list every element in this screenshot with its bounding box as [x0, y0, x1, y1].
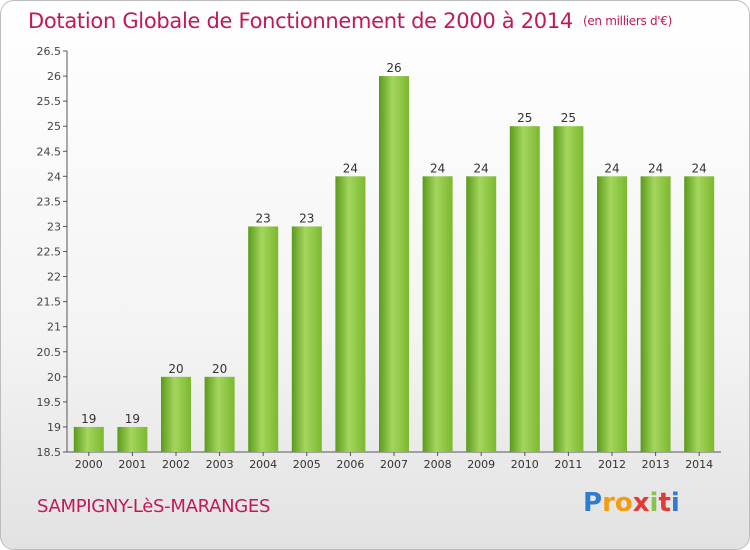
x-tick-label: 2008	[424, 458, 452, 471]
logo-letter: x	[632, 488, 650, 518]
bar	[509, 126, 540, 452]
bar-value-label: 23	[299, 211, 314, 225]
y-tick-label: 20	[47, 371, 61, 384]
bar-value-label: 25	[517, 111, 532, 125]
logo-letter: t	[658, 488, 671, 518]
x-tick-label: 2014	[685, 458, 713, 471]
commune-name: SAMPIGNY-LèS-MARANGES	[37, 496, 271, 517]
x-tick-label: 2001	[118, 458, 146, 471]
chart-subtitle: (en milliers d'€)	[582, 14, 672, 28]
x-tick-label: 2010	[511, 458, 539, 471]
y-tick-label: 25.5	[37, 95, 62, 108]
bar	[684, 176, 715, 452]
y-tick-label: 22	[47, 271, 61, 284]
y-tick-label: 19	[47, 421, 61, 434]
x-tick-label: 2002	[162, 458, 190, 471]
chart-title-text: Dotation Globale de Fonctionnement de 20…	[28, 9, 573, 33]
bar-value-label: 19	[125, 412, 140, 426]
x-tick-label: 2012	[598, 458, 626, 471]
bar	[73, 426, 104, 452]
bar	[466, 176, 497, 452]
bar-value-label: 24	[692, 161, 707, 175]
x-tick-label: 2011	[554, 458, 582, 471]
y-tick-label: 22.5	[37, 246, 62, 259]
x-tick-label: 2005	[293, 458, 321, 471]
bar	[161, 376, 191, 452]
y-tick-label: 25	[47, 120, 61, 133]
proxiti-logo: Proxiti	[583, 488, 680, 518]
y-tick-label: 19.5	[37, 396, 62, 409]
bar-value-label: 24	[430, 161, 445, 175]
x-tick-label: 2007	[380, 458, 408, 471]
bar	[422, 176, 453, 452]
y-tick-label: 18.5	[37, 446, 62, 459]
bar	[204, 376, 235, 452]
bar-value-label: 25	[561, 111, 576, 125]
bar-value-label: 23	[256, 211, 271, 225]
bar-value-label: 20	[212, 362, 227, 376]
chart-title: Dotation Globale de Fonctionnement de 20…	[28, 9, 672, 33]
bar-value-label: 20	[168, 362, 183, 376]
x-tick-label: 2009	[467, 458, 495, 471]
x-tick-label: 2003	[206, 458, 234, 471]
bar	[553, 126, 584, 452]
bar	[640, 176, 671, 452]
bar	[335, 176, 366, 452]
x-tick-label: 2006	[336, 458, 364, 471]
y-tick-label: 26.5	[37, 45, 62, 58]
y-tick-label: 21	[47, 321, 61, 334]
logo-letter: r	[602, 488, 615, 518]
bar	[248, 226, 279, 452]
bar-value-label: 19	[81, 412, 96, 426]
x-tick-label: 2004	[249, 458, 277, 471]
y-tick-label: 24.5	[37, 145, 62, 158]
y-tick-label: 21.5	[37, 296, 62, 309]
logo-letter: P	[583, 488, 603, 518]
x-tick-label: 2013	[642, 458, 670, 471]
bar	[597, 176, 627, 452]
logo-letter: o	[614, 488, 633, 518]
y-tick-label: 23.5	[37, 195, 62, 208]
y-tick-label: 23	[47, 220, 61, 233]
bar-value-label: 24	[604, 161, 619, 175]
y-tick-label: 24	[47, 170, 61, 183]
bar-value-label: 24	[343, 161, 358, 175]
y-tick-label: 20.5	[37, 346, 62, 359]
bar	[117, 426, 148, 452]
bar-value-label: 24	[648, 161, 663, 175]
y-tick-label: 26	[47, 70, 61, 83]
x-tick-label: 2000	[75, 458, 103, 471]
bar	[291, 226, 322, 452]
logo-letter: i	[649, 488, 659, 518]
bar-value-label: 26	[386, 61, 401, 75]
bar-value-label: 24	[474, 161, 489, 175]
logo-letter: i	[670, 488, 680, 518]
bar	[379, 76, 409, 452]
